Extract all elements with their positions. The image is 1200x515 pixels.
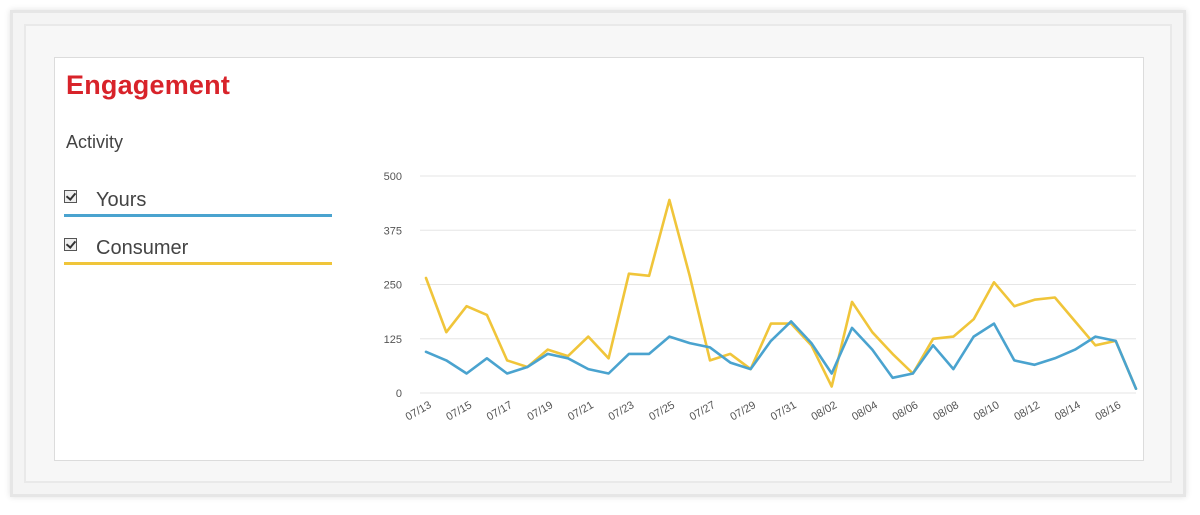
- y-tick-label: 375: [384, 225, 402, 237]
- x-tick-label: 08/08: [931, 399, 961, 423]
- x-tick-label: 07/13: [404, 399, 434, 423]
- x-tick-label: 08/10: [972, 399, 1002, 423]
- y-tick-label: 500: [384, 171, 402, 183]
- x-tick-label: 07/29: [728, 399, 758, 423]
- activity-line-chart: 0 125 250 375 500 07/13 07/15 07/17 07/19 07/21 07…: [384, 171, 1138, 423]
- legend-label-consumer: Consumer: [96, 237, 189, 259]
- legend-item-yours[interactable]: Yours: [64, 189, 334, 219]
- x-tick-label: 07/27: [688, 399, 718, 423]
- x-tick-label: 08/12: [1012, 399, 1042, 423]
- x-tick-label: 07/23: [607, 399, 637, 423]
- legend-item-consumer[interactable]: Consumer: [64, 237, 334, 267]
- x-tick-label: 08/02: [809, 399, 839, 423]
- x-tick-label: 07/17: [485, 399, 515, 423]
- legend-label-yours: Yours: [96, 189, 147, 211]
- legend-line-yours: [64, 214, 332, 217]
- y-tick-label: 0: [396, 388, 402, 400]
- x-tick-label: 08/14: [1053, 399, 1083, 423]
- x-tick-label: 08/04: [850, 399, 880, 423]
- page-title: Engagement: [66, 70, 231, 100]
- yours-checkbox-icon[interactable]: [64, 190, 77, 203]
- y-tick-label: 250: [384, 280, 402, 292]
- legend-line-consumer: [64, 262, 332, 265]
- activity-subtitle: Activity: [66, 132, 124, 152]
- consumer-checkbox-icon[interactable]: [64, 238, 77, 251]
- x-tick-label: 08/06: [891, 399, 921, 423]
- series-line-consumer: [424, 198, 1138, 390]
- engagement-panel: [54, 57, 1144, 461]
- x-tick-label: 08/16: [1093, 399, 1123, 423]
- x-tick-label: 07/19: [525, 399, 555, 423]
- series-line-yours: [424, 320, 1138, 390]
- x-tick-label: 07/21: [566, 399, 596, 423]
- x-tick-label: 07/31: [769, 399, 799, 423]
- y-tick-label: 125: [384, 334, 402, 346]
- x-tick-label: 07/25: [647, 399, 677, 423]
- x-tick-label: 07/15: [444, 399, 474, 423]
